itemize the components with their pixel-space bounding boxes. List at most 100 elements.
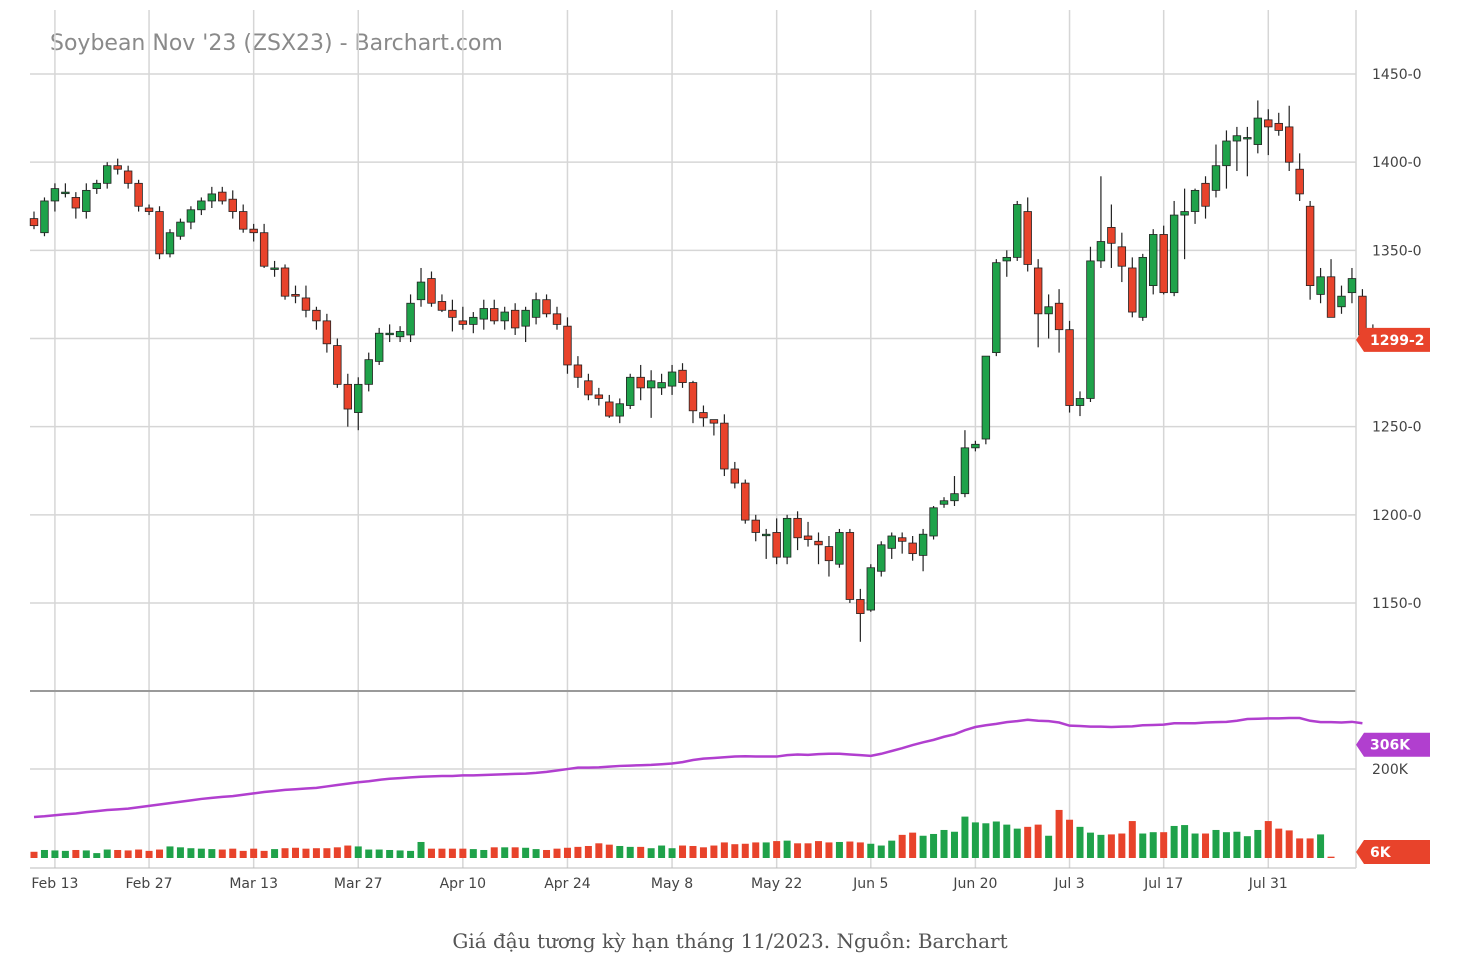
volume-bar: [720, 842, 728, 858]
volume-bar: [919, 835, 927, 858]
candle: [479, 299, 488, 330]
candle: [354, 377, 363, 431]
x-tick-label: May 22: [751, 876, 802, 892]
volume-bar: [448, 848, 456, 858]
volume-bar: [1181, 825, 1189, 858]
candle-body: [1243, 137, 1252, 140]
candle-body: [301, 297, 311, 311]
volume-bar: [815, 841, 822, 858]
volume-bar: [584, 845, 592, 858]
candle-body: [1169, 214, 1179, 294]
volume-bar: [1317, 834, 1325, 858]
candle: [1190, 188, 1200, 224]
volume-bar: [1013, 828, 1021, 858]
candle: [395, 326, 405, 343]
volume-bar: [166, 846, 174, 858]
volume-bar: [93, 853, 101, 858]
candle: [835, 528, 844, 568]
price-tick-label: 1250-0: [1372, 420, 1422, 436]
volume-bar: [82, 850, 90, 858]
volume-bar: [856, 842, 864, 858]
candle: [1086, 246, 1095, 402]
candle-body: [981, 355, 991, 440]
candle: [343, 373, 352, 427]
x-tick-label: Mar 27: [334, 876, 383, 892]
open-interest-badge-shape: [1356, 732, 1430, 757]
candle-body: [741, 482, 750, 521]
candle: [929, 506, 938, 540]
candle: [1243, 126, 1252, 177]
volume-bar: [344, 845, 352, 858]
candle-body: [908, 542, 917, 555]
open-interest-badge: 306K: [1356, 732, 1430, 757]
candle-body: [312, 309, 321, 322]
volume-badge-text: 6K: [1370, 845, 1392, 861]
candle-body: [950, 493, 959, 502]
volume-bar: [1149, 832, 1157, 858]
candle: [1065, 320, 1074, 413]
volume-bar: [982, 823, 990, 858]
price-tick-label: 1350-0: [1372, 243, 1422, 259]
candle: [155, 206, 164, 260]
candle-body: [845, 532, 855, 600]
candle-body: [1337, 295, 1346, 308]
candle-body: [594, 394, 604, 399]
x-tick-label: Jul 31: [1248, 876, 1288, 892]
volume-bar: [40, 849, 48, 858]
candle: [793, 511, 802, 551]
candle: [1274, 112, 1283, 136]
candle-body: [1180, 211, 1189, 216]
volume-bar: [741, 843, 749, 858]
candle-body: [500, 311, 509, 322]
candle-body: [343, 383, 352, 410]
candle-body: [1002, 256, 1011, 262]
candle-body: [249, 228, 258, 234]
volume-bar: [1045, 835, 1053, 858]
candle-body: [61, 191, 70, 195]
candle: [1253, 100, 1263, 154]
candle: [897, 532, 907, 554]
candle: [207, 186, 217, 209]
candle-body: [730, 468, 740, 484]
volume-bar: [846, 841, 854, 858]
candle: [803, 521, 813, 547]
candle: [1107, 204, 1116, 268]
candle: [82, 183, 91, 219]
volume-bar: [1275, 828, 1283, 858]
candle-body: [155, 211, 164, 255]
volume-bar: [229, 848, 237, 858]
candle: [730, 461, 740, 489]
candle-body: [479, 308, 488, 320]
candle-body: [709, 419, 719, 424]
candle: [971, 440, 980, 452]
candle-body: [134, 182, 143, 207]
volume-bar: [992, 821, 1000, 858]
candle-body: [1253, 117, 1263, 145]
volume-bar: [1222, 832, 1230, 858]
volume-bar: [888, 840, 896, 858]
candle: [1305, 200, 1315, 300]
candle-body: [584, 380, 593, 396]
candle: [1075, 391, 1085, 417]
candle-body: [992, 262, 1001, 354]
last-price-badge: 1299-2: [1356, 327, 1430, 352]
candle-body: [448, 309, 457, 318]
candle-body: [1044, 306, 1053, 315]
candle: [1033, 259, 1043, 348]
candle: [1149, 229, 1158, 295]
volume-bar: [679, 845, 687, 858]
candle: [92, 179, 101, 194]
candle-body: [1023, 211, 1032, 265]
volume-bar: [1024, 826, 1032, 858]
candle: [1023, 197, 1032, 272]
volume-bar: [271, 849, 279, 858]
volume-bar: [616, 845, 624, 858]
candle-body: [699, 412, 708, 419]
volume-bar: [469, 849, 477, 858]
volume-bar: [637, 846, 645, 858]
candle: [249, 223, 258, 242]
candle: [197, 197, 206, 216]
x-tick-label: Apr 10: [440, 876, 486, 892]
axis-labels: 1150-0 1200-0 1250-0 1350-0 1400-0 1450-0 200K…: [31, 67, 1421, 892]
candle-body: [563, 325, 572, 366]
